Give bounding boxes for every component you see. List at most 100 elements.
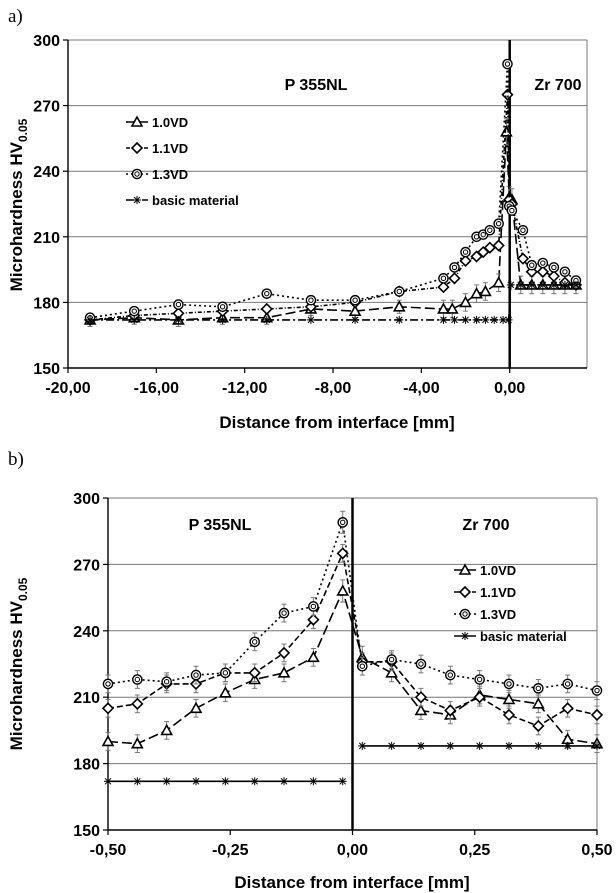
data-point bbox=[248, 666, 261, 679]
data-point bbox=[527, 280, 536, 289]
data-point-ring bbox=[449, 262, 460, 273]
series-basic-material bbox=[86, 280, 580, 324]
data-point bbox=[444, 704, 457, 717]
chart-panel-a: a) 150 180 210 240 270 300 -20,00 -16,00 -12,00 -8… bbox=[7, 6, 588, 432]
star-stroke bbox=[351, 316, 359, 324]
data-point bbox=[130, 315, 139, 324]
data-point bbox=[563, 741, 572, 750]
data-point bbox=[437, 302, 450, 314]
data-point bbox=[446, 741, 455, 750]
data-point bbox=[536, 265, 549, 278]
data-point-ring bbox=[173, 299, 184, 310]
region-label-zirconium: Zr 700 bbox=[534, 77, 581, 94]
data-point bbox=[526, 259, 538, 271]
data-point-core bbox=[535, 685, 542, 692]
data-point bbox=[532, 719, 545, 733]
data-point bbox=[86, 315, 95, 324]
data-point bbox=[561, 702, 574, 715]
x-tick-label: -8,00 bbox=[315, 380, 352, 397]
data-point bbox=[517, 224, 529, 236]
data-point bbox=[472, 315, 481, 324]
star-stroke bbox=[461, 632, 469, 640]
data-point-core bbox=[105, 681, 111, 687]
y-axis-title-main: Microhardness HV bbox=[7, 141, 26, 291]
legend-item: 1.0VD bbox=[126, 115, 188, 130]
x-axis-title: Distance from interface [mm] bbox=[219, 413, 454, 432]
data-point bbox=[307, 613, 320, 626]
data-point bbox=[437, 280, 450, 294]
data-point-ring bbox=[190, 669, 202, 681]
data-point bbox=[356, 660, 368, 672]
data-point bbox=[220, 667, 231, 679]
data-point bbox=[393, 286, 405, 297]
y-tick-label: 300 bbox=[73, 491, 100, 508]
data-point bbox=[506, 205, 518, 216]
data-point bbox=[459, 295, 472, 308]
data-point bbox=[506, 280, 515, 289]
series-1-0vd bbox=[101, 579, 604, 754]
data-point-ring bbox=[503, 678, 515, 690]
y-tick-label: 180 bbox=[73, 757, 100, 774]
data-point bbox=[307, 650, 320, 663]
y-tick-label: 150 bbox=[73, 823, 100, 840]
panel-label: a) bbox=[8, 6, 23, 27]
star-stroke bbox=[395, 316, 403, 324]
star-stroke bbox=[417, 742, 425, 750]
legend-label: 1.0VD bbox=[480, 563, 516, 578]
data-point-core bbox=[219, 304, 226, 310]
data-point-core bbox=[506, 681, 512, 687]
data-point-ring bbox=[128, 305, 140, 317]
data-point bbox=[516, 252, 530, 265]
y-tick-label: 210 bbox=[73, 690, 100, 707]
star-stroke bbox=[539, 281, 547, 289]
data-point bbox=[502, 708, 516, 722]
data-point-ring bbox=[305, 294, 317, 306]
data-point-core bbox=[308, 297, 314, 303]
data-point bbox=[562, 678, 573, 690]
data-point bbox=[338, 777, 347, 786]
star-stroke bbox=[339, 777, 347, 785]
y-tick-label: 210 bbox=[33, 230, 60, 247]
star-stroke bbox=[490, 316, 498, 324]
data-point bbox=[278, 607, 290, 619]
data-point bbox=[190, 669, 202, 681]
data-point-ring bbox=[591, 685, 603, 696]
star-stroke bbox=[482, 316, 489, 324]
data-point-ring bbox=[393, 286, 405, 297]
star-stroke bbox=[133, 196, 141, 204]
y-tick-labels: 150 180 210 240 270 300 bbox=[33, 33, 68, 378]
data-point-core bbox=[175, 301, 182, 308]
data-point-core bbox=[359, 663, 365, 669]
data-point bbox=[445, 302, 459, 314]
data-point bbox=[474, 674, 485, 685]
y-tick-labels: 150 180 210 240 270 300 bbox=[73, 491, 108, 840]
data-point bbox=[490, 315, 499, 324]
star-stroke bbox=[550, 281, 558, 289]
data-point bbox=[192, 777, 201, 786]
data-point bbox=[160, 723, 174, 736]
data-point bbox=[560, 280, 569, 289]
x-axis-title: Distance from interface [mm] bbox=[234, 873, 469, 892]
panel-label: b) bbox=[8, 449, 24, 470]
legend-item: 1.3VD bbox=[454, 607, 516, 622]
data-point-core bbox=[388, 656, 395, 663]
data-point-ring bbox=[132, 674, 143, 685]
star-stroke bbox=[534, 742, 542, 750]
data-point bbox=[475, 741, 484, 750]
x-tick-label: 0,00 bbox=[494, 380, 525, 397]
data-point-ring bbox=[308, 601, 319, 612]
data-point bbox=[537, 257, 549, 269]
data-point-ring bbox=[517, 224, 529, 236]
data-point bbox=[173, 299, 184, 310]
data-point bbox=[438, 273, 449, 284]
data-point bbox=[132, 674, 143, 685]
data-point bbox=[385, 666, 398, 678]
data-point bbox=[280, 777, 289, 786]
star-stroke bbox=[104, 777, 112, 785]
data-point bbox=[516, 280, 525, 289]
data-point-ring bbox=[562, 678, 573, 690]
data-point bbox=[130, 141, 144, 155]
star-stroke bbox=[505, 742, 513, 750]
region-label-steel: P 355NL bbox=[285, 77, 348, 94]
chart-panel-b: b) 150 180 210 240 270 300 -0,50 -0,25 0,00 0,25 0,… bbox=[7, 449, 613, 892]
